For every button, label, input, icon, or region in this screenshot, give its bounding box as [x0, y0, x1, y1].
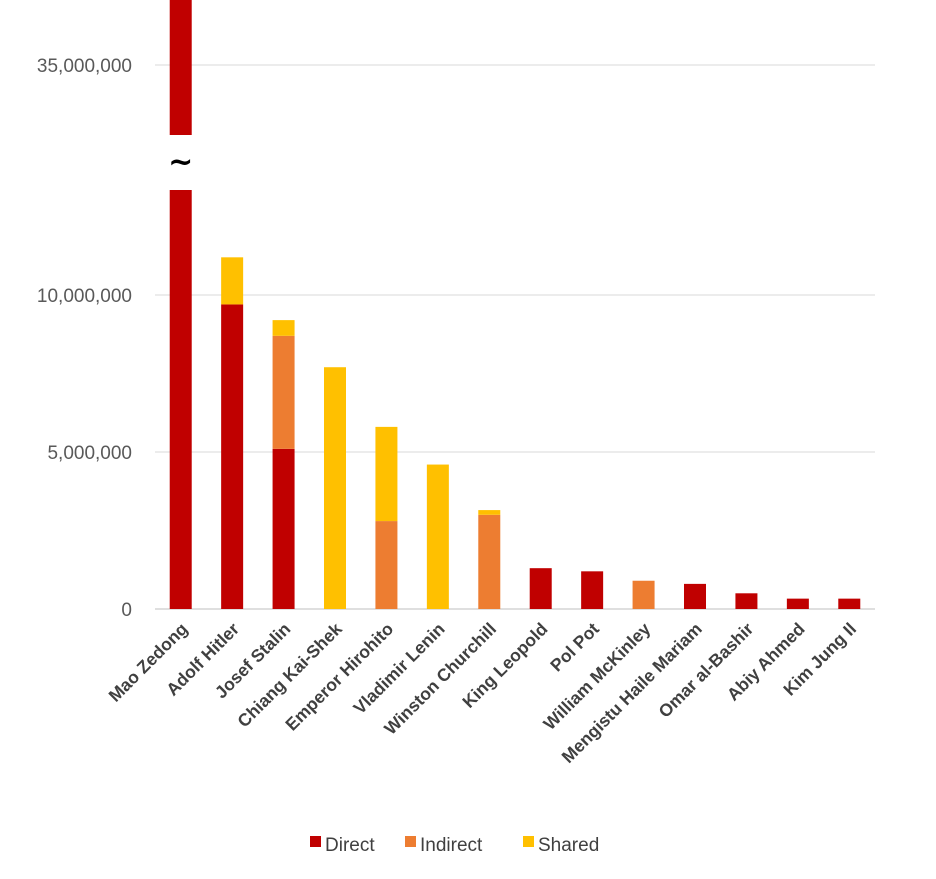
- legend-label: Indirect: [420, 835, 483, 856]
- bar-segment: [478, 514, 501, 609]
- bar-segment: [375, 521, 398, 609]
- bar-segment: [684, 583, 706, 609]
- bar-segment: [581, 571, 604, 609]
- bar-segment: [838, 598, 861, 609]
- bar-segment: [786, 598, 809, 609]
- x-category-label: Vladimir Lenin: [349, 619, 448, 718]
- y-tick-label: 5,000,000: [47, 443, 132, 464]
- bar-segment: [735, 593, 758, 609]
- bar-segment: [632, 580, 655, 609]
- y-tick-label: 0: [121, 600, 132, 621]
- legend-swatch: [523, 836, 534, 847]
- bar-segment: [478, 510, 501, 515]
- gridlines: [155, 64, 875, 610]
- legend-label: Shared: [538, 835, 599, 856]
- bar-segment: [272, 335, 295, 449]
- y-tick-label: 10,000,000: [37, 286, 132, 307]
- bars: [169, 0, 861, 609]
- bar-segment: [272, 448, 295, 609]
- bar-segment: [272, 320, 295, 336]
- bar-segment: [221, 257, 244, 305]
- bar-segment: [375, 426, 398, 522]
- axis-break: ~: [167, 135, 194, 190]
- legend-swatch: [310, 836, 321, 847]
- bar-segment: [221, 304, 244, 609]
- y-axis-tick-labels: 0 5,000,000 10,000,000 35,000,000: [37, 56, 132, 621]
- bar-segment: [169, 0, 192, 609]
- bar-segment: [426, 464, 449, 609]
- axis-break-symbol: ~: [168, 145, 193, 180]
- legend: Direct Indirect Shared: [310, 835, 599, 856]
- bar-segment: [324, 367, 346, 609]
- y-tick-label: 35,000,000: [37, 56, 132, 77]
- break-gap: [167, 135, 194, 190]
- legend-swatch: [405, 836, 416, 847]
- legend-label: Direct: [325, 835, 375, 856]
- bar-segment: [529, 568, 552, 609]
